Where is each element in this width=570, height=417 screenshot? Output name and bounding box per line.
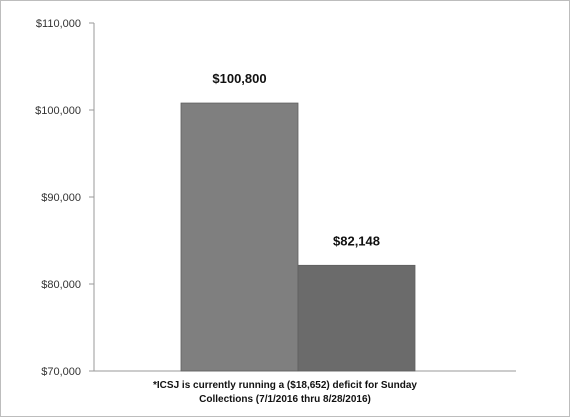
bar-2 <box>297 264 416 372</box>
y-tick-label: $80,000 <box>41 279 81 291</box>
data-label-2: $82,148 <box>333 233 380 248</box>
y-tick-label: $100,000 <box>35 105 81 117</box>
footnote-line-2: Collections (7/1/2016 thru 8/28/2016) <box>199 394 371 405</box>
y-tick-label: $90,000 <box>41 192 81 204</box>
bar-1 <box>180 102 299 372</box>
y-tick-label: $110,000 <box>36 18 81 30</box>
footnote-line-1: *ICSJ is currently running a ($18,652) d… <box>153 380 417 391</box>
data-label-1: $100,800 <box>212 71 266 86</box>
y-tick-label: $70,000 <box>41 366 81 378</box>
